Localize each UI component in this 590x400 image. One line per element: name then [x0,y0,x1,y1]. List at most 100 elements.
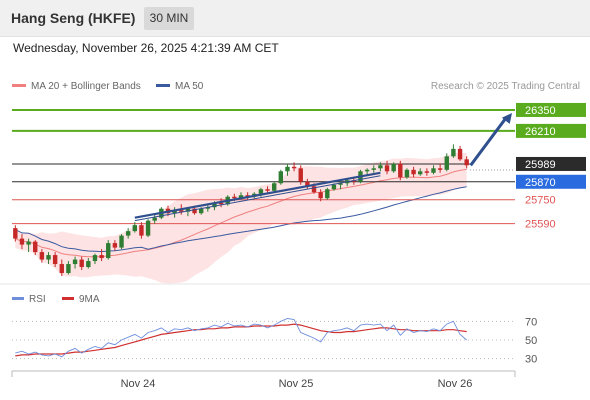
legend-rsi-ma-label: 9MA [79,294,100,305]
candle-body [311,186,317,193]
candle-body [258,189,264,194]
candle-body [179,210,184,212]
candle-body [338,183,343,185]
x-tick-label: Nov 24 [121,378,156,390]
candle-body [172,210,177,214]
level-label-25989: 25989 [525,159,556,171]
candle-body [145,220,151,236]
legend-rsi-label: RSI [29,294,46,305]
credit: Research © 2025 Trading Central [430,81,580,92]
candle-body [66,264,71,274]
candle-body [424,171,430,173]
rsi-tick-30: 30 [525,354,537,366]
candle-body [192,208,197,214]
candle-body [112,243,118,248]
candle-body [238,195,244,199]
candle-body [278,171,284,184]
candle-body [86,261,91,268]
candle-body [265,189,270,191]
level-label-26350: 26350 [525,105,556,117]
rsi-line [15,318,467,358]
candle-body [19,238,25,245]
ma50-swatch [156,83,170,87]
trendline-inner [134,175,381,222]
rsi-ma-swatch [62,296,74,300]
candle-body [418,171,423,175]
candle-body [79,259,84,268]
candle-body [218,202,224,205]
candle-body [52,255,58,265]
candle-body [33,241,38,253]
ma20-swatch [12,83,26,87]
candle-body [152,217,157,221]
legend-rsi: RSI [12,294,46,305]
level-label-bg-26350 [516,102,586,117]
bollinger-band [15,152,467,284]
candle-body [46,255,51,260]
candle-body [431,168,436,173]
instrument-title: Hang Seng (HKFE) [11,10,136,26]
timestamp: Wednesday, November 26, 2025 4:21:39 AM … [13,41,279,55]
candle-body [444,156,449,170]
candle-body [59,264,64,274]
candle-body [298,168,303,182]
candle-body [212,202,217,208]
legend-ma20: MA 20 + Bollinger Bands [12,81,141,92]
level-label-bg-25989 [516,156,586,171]
candle-body [331,184,337,190]
candle-body [318,192,323,199]
candle-body [285,166,290,172]
legend-ma50: MA 50 [156,81,203,92]
candle-body [404,169,410,178]
candle-body [26,241,31,245]
candle-body [13,228,18,239]
rsi-swatch [12,296,24,300]
candle-body [371,168,376,170]
level-label-bg-26210 [516,123,586,138]
x-tick-label: Nov 26 [438,378,473,390]
candle-body [437,168,443,170]
level-label-bg-25870 [516,174,586,189]
candle-body [325,189,330,199]
candle-body [139,225,144,236]
rsi-ma-line [15,323,467,357]
rsi-tick-70: 70 [525,316,537,328]
level-label-26210: 26210 [525,126,556,138]
ma20-line [15,168,467,258]
level-label-25750: 25750 [525,195,556,207]
rsi-tick-50: 50 [525,335,537,347]
candle-body [92,255,98,262]
x-tick-label: Nov 25 [279,378,314,390]
candle-body [106,243,111,259]
level-label-25870: 25870 [525,177,556,189]
candle-body [391,163,396,172]
candle-body [125,231,131,236]
candle-body [99,255,104,259]
candle-body [271,183,277,191]
ma50-line [15,186,467,253]
forecast-arrow-head [501,112,512,124]
candle-body [185,208,191,212]
trendline [134,171,381,219]
candle-body [39,252,45,260]
candle-body [451,148,456,157]
candle-body [72,259,78,265]
legend-ma50-label: MA 50 [175,81,204,92]
candle-body [291,166,297,169]
candle-body [411,169,416,175]
candle-body [464,159,469,166]
candle-body [457,148,463,160]
candle-body [119,235,124,248]
candle-body [205,207,211,209]
legend-rsi-ma: 9MA [62,294,100,305]
candle-body [384,165,390,172]
candle-body [364,169,370,172]
candle-body [398,163,403,178]
candle-body [232,196,237,199]
chart-header: Hang Seng (HKFE) 30 MIN [0,0,590,37]
candle-body [198,208,204,214]
legend-ma20-label: MA 20 + Bollinger Bands [31,81,141,92]
level-label-25590: 25590 [525,219,556,231]
interval-button[interactable]: 30 MIN [144,7,194,30]
